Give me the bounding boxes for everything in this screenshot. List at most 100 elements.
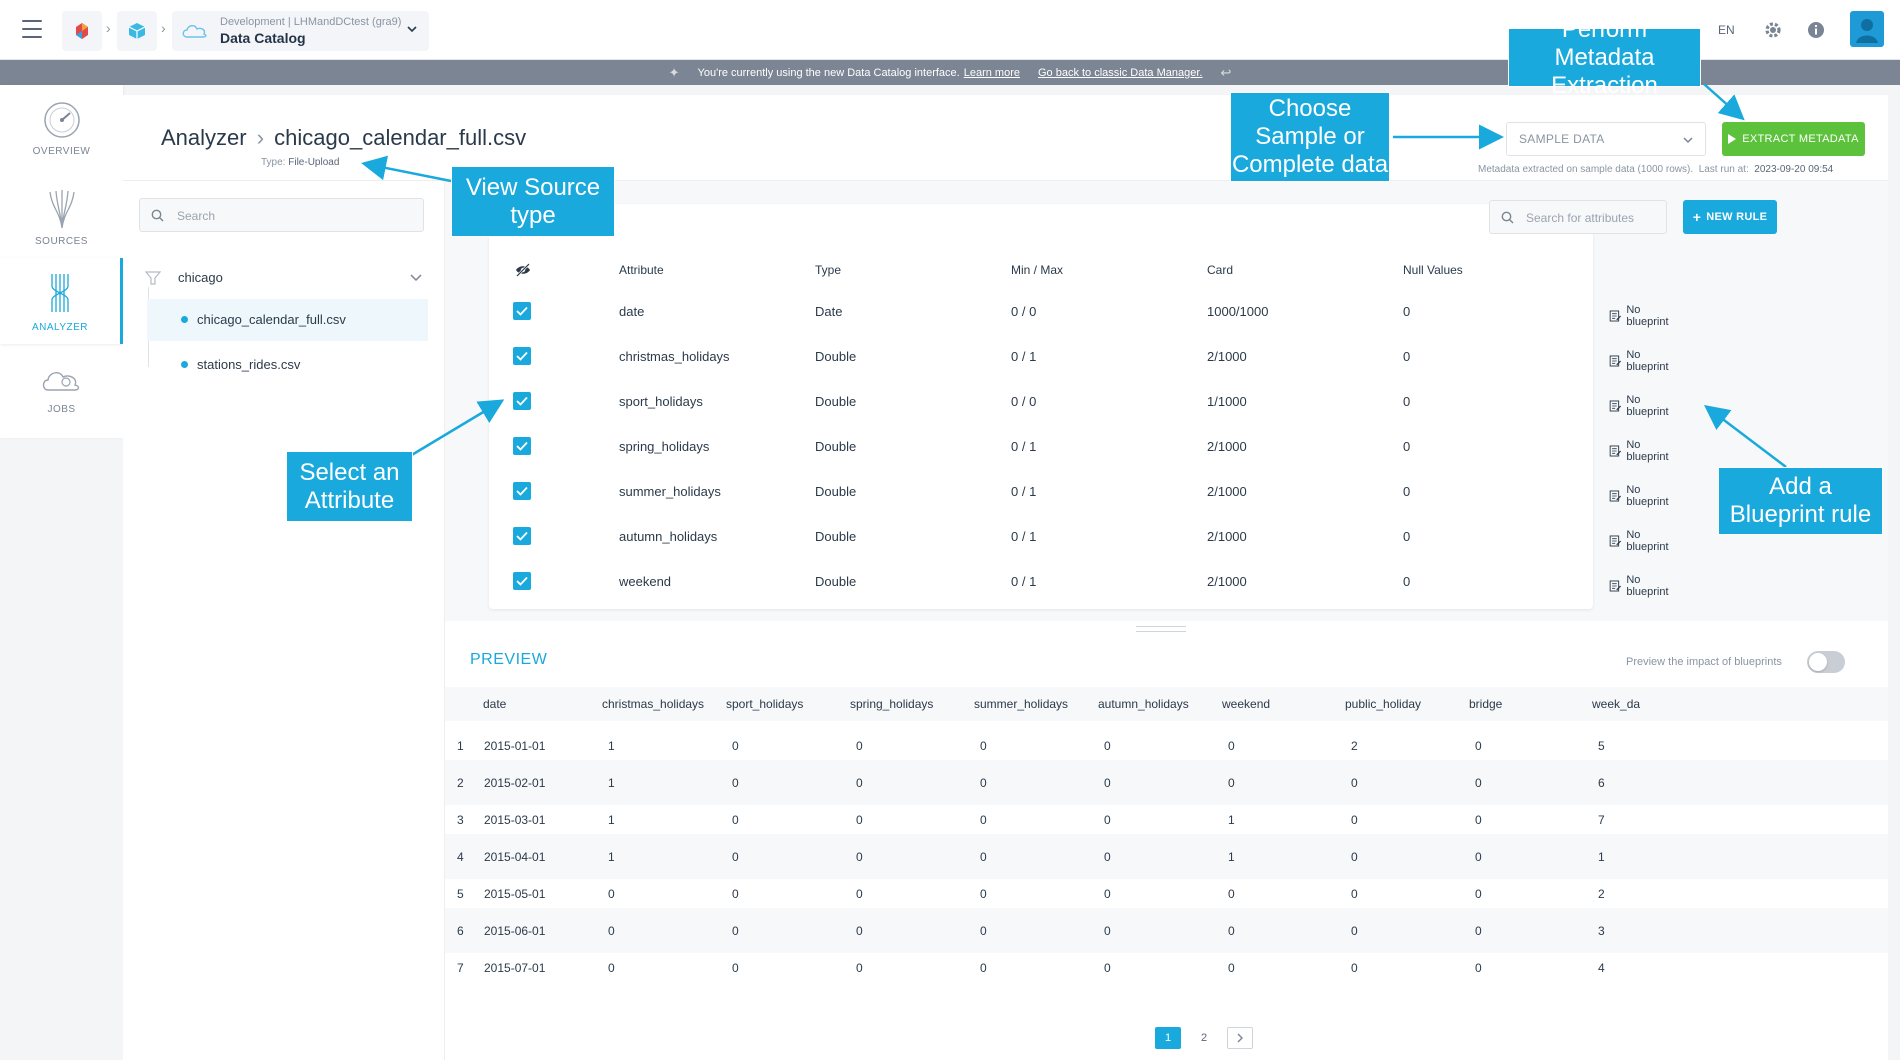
preview-col-header[interactable]: weekend [1222, 697, 1271, 711]
funnel-icon [145, 271, 161, 285]
page-2-button[interactable]: 2 [1200, 1032, 1208, 1044]
nav-sources-label: SOURCES [35, 235, 88, 247]
blueprint-link[interactable]: No blueprint [1609, 439, 1672, 463]
blueprint-icon [1609, 355, 1622, 367]
preview-cell: 0 [1475, 850, 1482, 864]
attribute-row[interactable]: weekend Double 0 / 1 2/1000 0 No blueprint [489, 558, 1669, 603]
menu-icon[interactable] [22, 20, 42, 38]
preview-cell: 0 [1228, 776, 1235, 790]
preview-cell: 0 [1475, 739, 1482, 753]
attribute-row[interactable]: spring_holidays Double 0 / 1 2/1000 0 No blue… [489, 423, 1669, 468]
page-1-button[interactable]: 1 [1155, 1027, 1181, 1049]
attribute-checkbox[interactable] [513, 392, 531, 410]
blueprint-link[interactable]: No blueprint [1609, 484, 1672, 508]
preview-cell: 0 [856, 813, 863, 827]
preview-col-header[interactable]: summer_holidays [974, 697, 1069, 711]
workspace-selector[interactable]: Development | LHMandDCtest (gra9) Data C… [172, 11, 429, 51]
preview-col-header[interactable]: sport_holidays [726, 697, 804, 711]
eye-off-icon[interactable] [515, 263, 531, 277]
next-page-button[interactable] [1227, 1027, 1253, 1049]
preview-col-header[interactable]: autumn_holidays [1098, 697, 1189, 711]
preview-cell: 0 [608, 961, 615, 975]
attribute-checkbox[interactable] [513, 482, 531, 500]
nav-overview[interactable]: OVERVIEW [0, 85, 123, 171]
file-dot-icon [181, 316, 188, 323]
col-min-max[interactable]: Min / Max [1011, 263, 1064, 277]
attribute-search-placeholder: Search for attributes [1526, 211, 1635, 225]
preview-col-header[interactable]: date [483, 697, 507, 711]
preview-row-index: 3 [457, 813, 464, 827]
preview-col-header[interactable]: week_da [1592, 697, 1641, 711]
check-icon [516, 306, 528, 316]
attribute-min-max: 0 / 0 [1011, 394, 1037, 409]
preview-cell: 5 [1598, 739, 1605, 753]
attribute-checkbox[interactable] [513, 572, 531, 590]
info-button[interactable] [1807, 0, 1825, 60]
attribute-search-input[interactable]: Search for attributes [1489, 200, 1667, 234]
preview-col-header[interactable]: bridge [1469, 697, 1503, 711]
attribute-card-value: 1000/1000 [1207, 304, 1269, 319]
attribute-type: Double [815, 394, 857, 409]
preview-cell: 0 [980, 887, 987, 901]
check-icon [516, 351, 528, 361]
breadcrumb-analyzer[interactable]: Analyzer [161, 125, 247, 150]
banner-text: You're currently using the new Data Cata… [697, 66, 960, 79]
attribute-null-values: 0 [1403, 304, 1411, 319]
classic-data-manager-link[interactable]: Go back to classic Data Manager. [1037, 66, 1203, 79]
nav-analyzer[interactable]: ANALYZER [0, 258, 123, 344]
preview-col-header[interactable]: public_holiday [1345, 697, 1422, 711]
preview-cell: 0 [1104, 813, 1111, 827]
left-nav: OVERVIEW SOURCES ANALYZER JOBS [0, 85, 123, 438]
annotation-extract: Perform Metadata Extraction [1508, 16, 1701, 99]
blueprint-link[interactable]: No blueprint [1609, 394, 1672, 418]
col-card[interactable]: Card [1207, 263, 1234, 277]
metadata-info-text: Metadata extracted on sample data (1000 … [1478, 164, 1694, 175]
preview-col-header[interactable]: spring_holidays [850, 697, 934, 711]
tree-file-chicago-calendar[interactable]: chicago_calendar_full.csv [147, 299, 428, 341]
tree-search-input[interactable]: Search [139, 198, 424, 232]
attribute-card-value: 2/1000 [1207, 349, 1247, 364]
preview-cell: 0 [1228, 924, 1235, 938]
app-logo[interactable] [62, 11, 102, 51]
attribute-row[interactable]: christmas_holidays Double 0 / 1 2/1000 0 No b… [489, 333, 1669, 378]
attribute-checkbox[interactable] [513, 437, 531, 455]
extract-metadata-button[interactable]: EXTRACT METADATA [1722, 122, 1865, 156]
attribute-row[interactable]: summer_holidays Double 0 / 1 2/1000 0 No blue… [489, 468, 1669, 513]
language-switch[interactable]: EN [1718, 0, 1735, 60]
attribute-checkbox[interactable] [513, 347, 531, 365]
new-rule-button[interactable]: + NEW RULE [1683, 200, 1777, 234]
col-attribute[interactable]: Attribute [619, 263, 664, 277]
preview-cell: 0 [1228, 887, 1235, 901]
attribute-row[interactable]: date Date 0 / 0 1000/1000 0 No blueprint [489, 288, 1669, 333]
pagination: 1 2 [1155, 1027, 1253, 1049]
tree-file-stations-rides[interactable]: stations_rides.csv [147, 344, 428, 386]
preview-row-index: 7 [457, 961, 464, 975]
blueprint-impact-toggle[interactable] [1807, 651, 1845, 673]
blueprint-link[interactable]: No blueprint [1609, 304, 1672, 328]
sample-data-select[interactable]: SAMPLE DATA [1506, 122, 1706, 156]
blueprint-link[interactable]: No blueprint [1609, 349, 1672, 373]
blueprint-link[interactable]: No blueprint [1609, 529, 1672, 553]
tree-folder-chicago[interactable]: chicago [141, 263, 431, 293]
learn-more-link[interactable]: Learn more [963, 66, 1020, 79]
avatar[interactable] [1850, 11, 1884, 47]
preview-col-header[interactable]: christmas_holidays [602, 697, 705, 711]
cloud-icon [182, 25, 207, 38]
attribute-min-max: 0 / 1 [1011, 349, 1037, 364]
blueprint-link[interactable]: No blueprint [1609, 574, 1672, 598]
attribute-row[interactable]: sport_holidays Double 0 / 0 1/1000 0 No bluep… [489, 378, 1669, 423]
preview-cell: 0 [1351, 813, 1358, 827]
attribute-row[interactable]: autumn_holidays Double 0 / 1 2/1000 0 No blue… [489, 513, 1669, 558]
resize-handle[interactable] [1136, 626, 1186, 632]
preview-cell: 0 [1228, 739, 1235, 753]
attribute-checkbox[interactable] [513, 527, 531, 545]
project-icon-box[interactable] [117, 11, 157, 51]
preview-cell: 2 [1598, 887, 1605, 901]
col-type[interactable]: Type [815, 263, 842, 277]
settings-button[interactable] [1763, 0, 1783, 60]
nav-jobs[interactable]: JOBS [0, 346, 123, 432]
check-icon [516, 576, 528, 586]
nav-sources[interactable]: SOURCES [0, 173, 123, 259]
attribute-checkbox[interactable] [513, 302, 531, 320]
col-null-values[interactable]: Null Values [1403, 263, 1463, 277]
